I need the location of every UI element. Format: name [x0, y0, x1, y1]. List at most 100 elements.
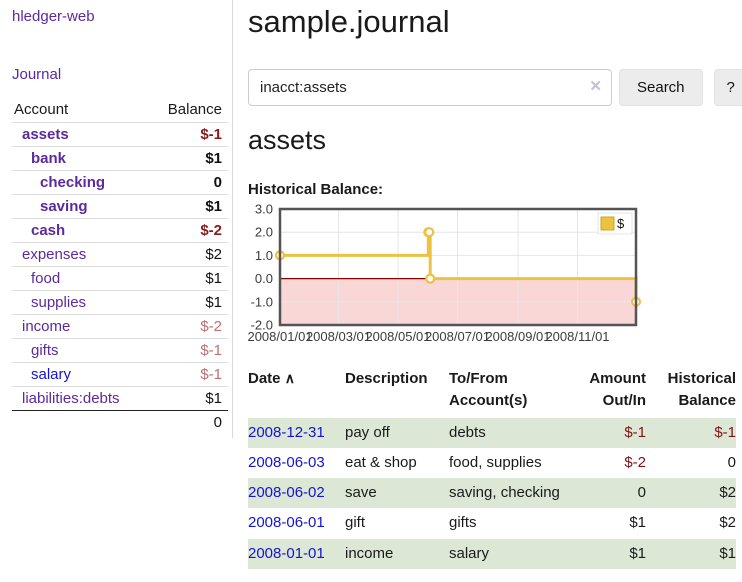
account-cell: checking	[12, 171, 152, 195]
sidebar-nav: Journal	[12, 66, 232, 83]
svg-text:2008/09/01: 2008/09/01	[485, 329, 550, 344]
account-link[interactable]: checking	[40, 174, 106, 191]
svg-text:2008/11/01: 2008/11/01	[545, 329, 609, 344]
register-cell-description: income	[345, 544, 394, 562]
register-cell-accounts: food, supplies	[449, 453, 542, 471]
register-cell-description: gift	[345, 514, 366, 532]
account-balance: $2	[205, 246, 222, 263]
transaction-date-link[interactable]: 2008-06-02	[248, 484, 325, 501]
account-link[interactable]: salary	[31, 366, 72, 383]
sidebar: hledger-web Journal Account Balance asse…	[0, 0, 233, 438]
account-cell: liabilities:debts	[12, 387, 152, 411]
section-title: assets	[248, 125, 327, 155]
svg-text:2008/01/01: 2008/01/01	[247, 329, 312, 344]
transaction-date-link[interactable]: 2008-06-01	[248, 514, 325, 532]
account-link[interactable]: saving	[40, 198, 88, 215]
search-input-wrap: ✕	[248, 69, 612, 106]
help-button[interactable]: ?	[713, 69, 742, 106]
accounts-total-row: 0	[12, 410, 228, 435]
brand-link[interactable]: hledger-web	[12, 8, 95, 25]
register-header-description: Description	[345, 370, 428, 387]
account-link[interactable]: expenses	[22, 246, 87, 263]
register-cell-balance: $2	[719, 514, 736, 532]
svg-text:2008/03/01: 2008/03/01	[306, 329, 371, 344]
account-cell: assets	[12, 123, 152, 147]
register-header-amount: Amount Out/In	[589, 370, 646, 409]
chart-title: Historical Balance:	[248, 181, 384, 198]
svg-text:3.0: 3.0	[255, 202, 273, 217]
account-row: supplies $1	[12, 290, 228, 315]
register-cell-accounts: salary	[449, 544, 490, 562]
account-row: checking 0	[12, 170, 228, 195]
register-cell-date: 2008-06-02	[248, 478, 345, 508]
register-header-balance: Historical Balance	[667, 370, 736, 409]
register-cell-balance: 0	[727, 453, 736, 471]
register-cell-date: 2008-06-03	[248, 448, 345, 478]
account-row: gifts $-1	[12, 338, 228, 363]
account-link[interactable]: liabilities:debts	[22, 390, 120, 407]
svg-text:$: $	[617, 216, 625, 231]
register-cell-date: 2008-06-01	[248, 508, 345, 538]
svg-text:2008/05/01: 2008/05/01	[365, 329, 430, 344]
historical-balance-chart: 3.0 2.0 1.0 0.0 -1.0 -2.02008/01/012008/03/01…	[247, 202, 642, 344]
account-link[interactable]: bank	[31, 150, 67, 167]
page-title: sample.journal	[248, 4, 450, 39]
search-button[interactable]: Search	[619, 69, 703, 106]
sidebar-item-journal[interactable]: Journal	[12, 66, 62, 83]
total-spacer	[12, 411, 152, 435]
account-link[interactable]: cash	[31, 222, 66, 239]
transaction-date-link[interactable]: 2008-06-03	[248, 453, 325, 471]
register-cell-amount: $-2	[624, 453, 646, 471]
account-cell: salary	[12, 363, 152, 387]
account-link[interactable]: income	[22, 318, 71, 335]
search-bar: ✕ Search ?	[248, 69, 742, 106]
account-balance: $-1	[200, 366, 222, 383]
register-row: 2008-01-01 income salary $1 $1	[248, 538, 736, 569]
clear-search-icon[interactable]: ✕	[589, 78, 602, 95]
account-link[interactable]: assets	[22, 126, 69, 143]
register-cell-description: eat & shop	[345, 453, 417, 471]
accounts-total-balance: 0	[213, 414, 222, 431]
account-row: expenses $2	[12, 242, 228, 267]
register-cell-accounts: saving, checking	[449, 484, 560, 501]
register-cell-date: 2008-01-01	[248, 539, 345, 569]
register-cell-balance: $-1	[714, 423, 736, 441]
account-balance: $1	[205, 294, 222, 311]
register-cell-amount: 0	[637, 484, 646, 501]
register-cell-description: save	[345, 484, 377, 501]
register-cell-accounts: gifts	[449, 514, 477, 532]
account-row: salary $-1	[12, 362, 228, 387]
account-cell: gifts	[12, 339, 152, 363]
register-cell-date: 2008-12-31	[248, 418, 345, 448]
register-cell-amount: $-1	[624, 423, 646, 441]
account-row: cash $-2	[12, 218, 228, 243]
transaction-date-link[interactable]: 2008-12-31	[248, 423, 325, 441]
search-input[interactable]	[248, 69, 612, 106]
account-row: saving $1	[12, 194, 228, 219]
accounts-table-body: assets $-1 bank $1 checking 0 saving $1 cash $-2 e…	[12, 122, 228, 435]
accounts-header-account: Account	[14, 101, 69, 118]
svg-text:0.0: 0.0	[255, 271, 273, 286]
svg-text:1.0: 1.0	[255, 248, 273, 263]
accounts-table: Account Balance assets $-1 bank $1 checking 0…	[12, 98, 228, 434]
account-balance: $1	[205, 390, 222, 407]
account-balance: $1	[205, 150, 222, 167]
account-cell: saving	[12, 195, 152, 219]
account-row: food $1	[12, 266, 228, 291]
account-link[interactable]: gifts	[31, 342, 59, 359]
app: hledger-web Journal Account Balance asse…	[0, 0, 742, 569]
account-cell: bank	[12, 147, 152, 171]
register-table: Date ∧ Description To/From Account(s) Am…	[248, 366, 736, 569]
account-link[interactable]: food	[31, 270, 61, 287]
account-balance: $1	[205, 270, 222, 287]
account-link[interactable]: supplies	[31, 294, 87, 311]
transaction-date-link[interactable]: 2008-01-01	[248, 544, 325, 562]
account-cell: supplies	[12, 291, 152, 315]
register-header-date[interactable]: Date ∧	[248, 370, 295, 387]
register-table-body: 2008-12-31 pay off debts $-1 $-1 2008-06-03 ea…	[248, 417, 736, 569]
register-cell-description: pay off	[345, 423, 390, 441]
account-balance: $-2	[200, 318, 222, 335]
svg-text:-2.0: -2.0	[251, 318, 273, 333]
register-cell-balance: $2	[719, 484, 736, 501]
sort-asc-icon: ∧	[284, 370, 295, 386]
